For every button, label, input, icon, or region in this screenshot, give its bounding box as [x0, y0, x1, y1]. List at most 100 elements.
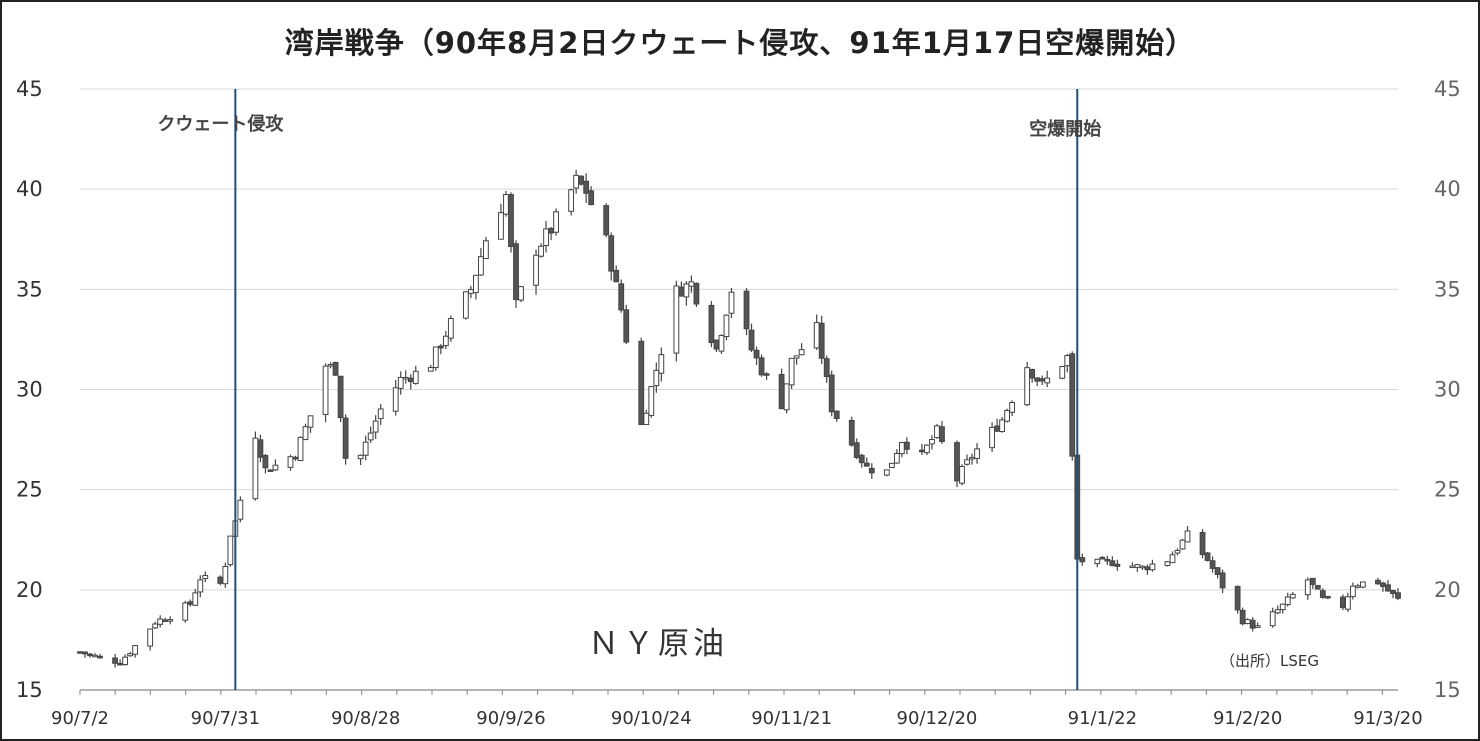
- event-label: 空爆開始: [1029, 118, 1101, 140]
- candle: [753, 346, 760, 366]
- candle-body: [1254, 625, 1261, 628]
- candle: [613, 265, 620, 283]
- candle: [267, 469, 274, 472]
- candle-body: [112, 657, 118, 664]
- candle: [292, 455, 299, 461]
- candle: [828, 370, 835, 417]
- candle: [1360, 581, 1366, 589]
- candle-body: [1385, 584, 1391, 592]
- candle-body: [402, 376, 409, 380]
- candle-body: [974, 448, 980, 459]
- candle-body: [337, 375, 344, 419]
- candle: [1079, 553, 1086, 566]
- candle: [397, 371, 404, 395]
- candle: [939, 421, 945, 444]
- candle-body: [1239, 609, 1246, 625]
- y-tick-label-left: 30: [16, 378, 43, 402]
- candle-body: [1024, 367, 1031, 406]
- candle-body: [297, 436, 304, 462]
- candle: [713, 339, 720, 353]
- candle: [673, 280, 680, 362]
- candle-body: [798, 349, 805, 356]
- candle: [87, 652, 93, 658]
- candle-body: [327, 363, 334, 367]
- x-tick-label: 91/3/20: [1353, 708, 1422, 729]
- candle: [262, 453, 269, 474]
- candle: [513, 240, 519, 309]
- candle-body: [1309, 577, 1316, 585]
- event-markers: クウェート侵攻 空爆開始: [157, 89, 1101, 690]
- candle: [934, 424, 940, 439]
- candle: [954, 440, 960, 488]
- candle: [788, 357, 795, 389]
- candle-body: [237, 499, 244, 520]
- candle: [683, 281, 690, 306]
- candle: [297, 436, 304, 462]
- candle-body: [1104, 558, 1111, 562]
- candle-body: [1134, 564, 1141, 568]
- candle: [1349, 582, 1356, 600]
- candle-body: [513, 243, 519, 301]
- candle: [392, 380, 399, 416]
- candle-body: [503, 194, 509, 215]
- y-tick-label-right: 20: [1434, 578, 1461, 602]
- candle: [498, 203, 504, 240]
- candle-body: [432, 346, 439, 369]
- candle: [1344, 592, 1351, 612]
- candle-body: [903, 441, 910, 450]
- candle: [182, 600, 189, 623]
- candle: [1249, 617, 1256, 632]
- candle-body: [518, 286, 524, 301]
- candle-body: [87, 653, 93, 657]
- candle: [302, 423, 309, 441]
- candle-body: [753, 349, 760, 359]
- candle: [1064, 353, 1071, 373]
- candle: [462, 291, 469, 320]
- candle-body: [1355, 585, 1361, 588]
- candle-body: [227, 535, 234, 566]
- y-tick-label-left: 40: [16, 177, 43, 201]
- candle-body: [583, 180, 590, 194]
- candle-body: [1249, 619, 1256, 629]
- candle-body: [1109, 560, 1116, 567]
- candle-body: [1004, 410, 1011, 422]
- candle-body: [688, 281, 695, 287]
- candle-body: [1349, 585, 1356, 598]
- candle-body: [1129, 565, 1136, 569]
- candle-body: [127, 653, 134, 657]
- candle: [573, 169, 580, 194]
- candle-body: [117, 662, 123, 666]
- candle: [112, 653, 118, 668]
- candle-body: [683, 283, 690, 298]
- y-tick-label-right: 25: [1434, 478, 1461, 502]
- candle-body: [197, 579, 204, 593]
- candle: [1034, 377, 1041, 387]
- candle-body: [1034, 377, 1041, 382]
- candle-body: [442, 335, 449, 347]
- candle: [1184, 526, 1191, 543]
- candle: [1139, 565, 1146, 570]
- candle-body: [893, 453, 900, 464]
- candle-body: [673, 285, 680, 354]
- candle: [1059, 365, 1066, 380]
- y-tick-label-right: 15: [1434, 678, 1461, 702]
- candle: [1244, 618, 1251, 625]
- candle: [964, 454, 970, 466]
- candle: [778, 368, 785, 410]
- candle: [1069, 351, 1076, 461]
- candle: [708, 301, 715, 348]
- candle-body: [1339, 596, 1346, 609]
- candle: [1209, 556, 1216, 573]
- candle-body: [818, 322, 825, 359]
- candle: [117, 659, 123, 666]
- candle: [924, 444, 930, 455]
- candle: [337, 375, 344, 423]
- candle-body: [813, 322, 820, 349]
- candle-body: [202, 574, 209, 580]
- candle-body: [478, 256, 484, 276]
- candle-body: [763, 373, 770, 376]
- candle: [648, 385, 655, 418]
- candle-body: [1139, 565, 1146, 569]
- candle-body: [182, 602, 189, 621]
